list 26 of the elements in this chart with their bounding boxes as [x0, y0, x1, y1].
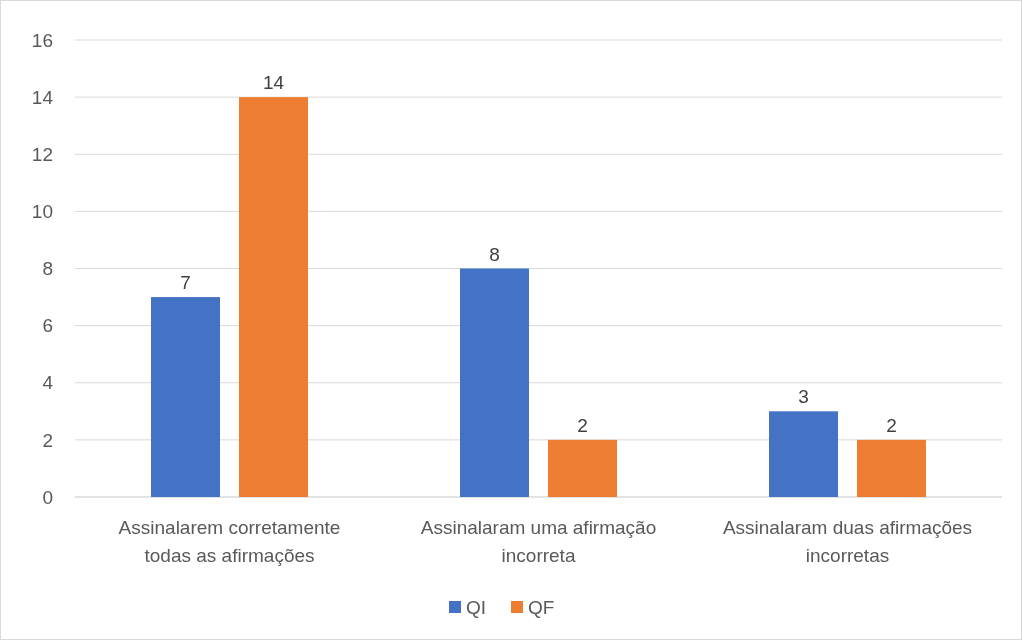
data-label: 2	[577, 414, 588, 436]
x-tick-label: Assinalaram duas afirmações incorretas	[722, 517, 973, 566]
y-tick-label: 16	[31, 29, 53, 51]
y-tick-label: 6	[42, 315, 53, 337]
x-tick-label: Assinalaram uma afirmação incorreta	[420, 517, 657, 566]
data-label: 14	[262, 72, 285, 94]
bar	[239, 97, 308, 497]
bar	[460, 268, 529, 497]
data-label: 8	[489, 243, 500, 265]
y-tick-label: 2	[42, 429, 53, 451]
legend-label: QF	[528, 596, 555, 618]
y-tick-label: 4	[42, 372, 54, 394]
x-tick-label: Assinalarem corretamente todas as afirmações	[118, 517, 341, 566]
y-tick-label: 0	[42, 486, 53, 508]
bar	[769, 411, 838, 497]
bar	[548, 439, 617, 497]
legend-label: QI	[466, 596, 487, 618]
y-tick-label: 8	[42, 258, 53, 280]
y-tick-label: 14	[31, 86, 54, 108]
y-tick-label: 12	[31, 143, 53, 165]
y-tick-label: 10	[31, 201, 53, 223]
bar	[857, 439, 926, 497]
data-label: 7	[180, 272, 191, 294]
data-label: 2	[886, 414, 897, 436]
data-label: 3	[798, 386, 809, 408]
bar	[151, 297, 220, 497]
